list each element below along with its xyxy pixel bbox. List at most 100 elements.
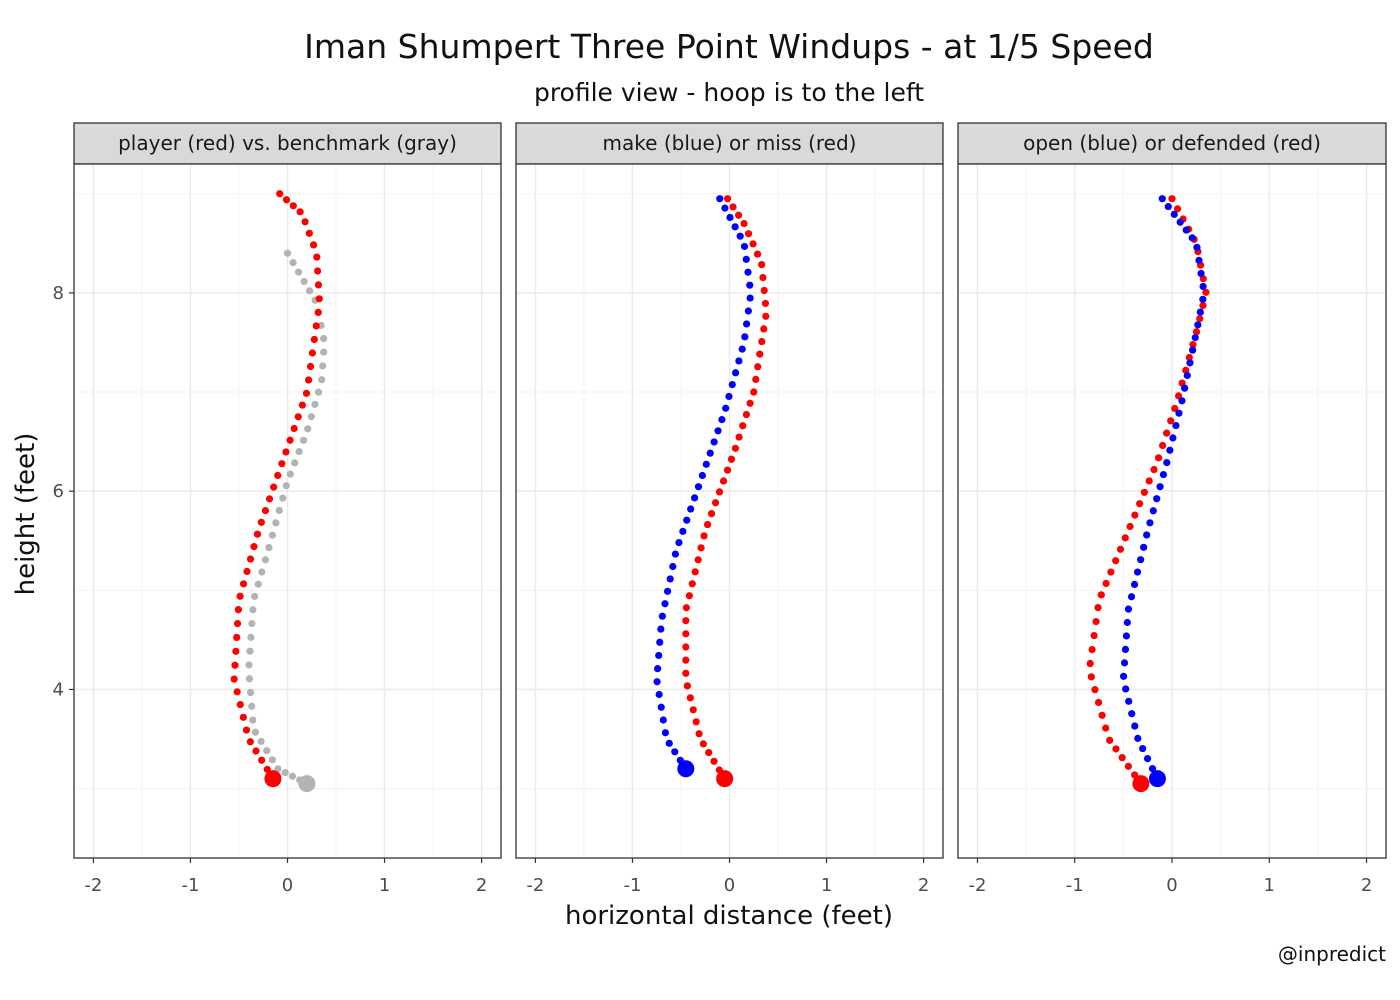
data-point-defended xyxy=(1154,454,1163,462)
data-point-defended xyxy=(1106,736,1114,744)
data-point-open xyxy=(1131,722,1139,730)
data-point-player xyxy=(290,424,298,433)
data-point-player xyxy=(315,295,323,303)
data-point-defended xyxy=(1145,477,1153,485)
data-point-open xyxy=(1156,483,1164,491)
data-point-make xyxy=(666,575,674,583)
data-point-open xyxy=(1122,685,1130,693)
data-point-make xyxy=(661,600,669,608)
data-point-make xyxy=(735,357,743,365)
data-point-benchmark xyxy=(295,447,303,456)
data-point-make xyxy=(683,516,691,524)
data-point-defended xyxy=(1088,645,1096,654)
data-point-benchmark xyxy=(254,580,262,588)
data-point-make xyxy=(698,471,706,480)
data-point-make xyxy=(661,729,669,737)
facet-strip-label: player (red) vs. benchmark (gray) xyxy=(118,131,457,155)
y-tick-label: 6 xyxy=(53,481,64,502)
data-point-defended xyxy=(1102,724,1110,732)
data-point-make xyxy=(738,345,746,353)
data-point-open xyxy=(1169,434,1177,442)
data-point-benchmark xyxy=(291,459,299,467)
data-point-player xyxy=(246,738,254,746)
data-point-defended xyxy=(1168,195,1176,203)
start-point-make xyxy=(677,760,695,778)
facet-panel-3: open (blue) or defended (red) -2 -1 0 1 2 xyxy=(957,122,1387,896)
data-point-open xyxy=(1121,645,1130,654)
data-point-player xyxy=(305,376,313,384)
data-point-make xyxy=(665,739,673,747)
data-point-make xyxy=(722,404,730,412)
data-point-player xyxy=(232,647,240,655)
x-tick-label: 0 xyxy=(1166,875,1177,896)
data-point-make xyxy=(702,460,710,468)
data-point-benchmark xyxy=(272,519,280,527)
data-point-open xyxy=(1197,269,1205,277)
data-point-player xyxy=(261,506,270,515)
data-point-make xyxy=(744,307,752,315)
data-point-player xyxy=(298,401,306,409)
data-point-make xyxy=(744,268,752,276)
data-point-benchmark xyxy=(311,400,319,409)
data-point-make xyxy=(710,438,718,446)
data-point-open xyxy=(1137,556,1145,564)
data-point-make xyxy=(726,213,734,222)
data-point-open xyxy=(1176,218,1184,226)
data-point-player xyxy=(236,700,244,709)
data-point-defended xyxy=(1116,545,1125,553)
caption: @inpredict xyxy=(1278,942,1386,966)
data-point-benchmark xyxy=(249,716,257,724)
data-point-open xyxy=(1124,605,1133,613)
data-point-defended xyxy=(1159,441,1167,450)
data-point-open xyxy=(1134,734,1142,742)
data-point-make xyxy=(658,612,666,620)
data-point-player xyxy=(306,362,315,371)
data-point-miss xyxy=(682,617,690,625)
data-point-open xyxy=(1148,765,1157,773)
data-point-open xyxy=(1166,446,1174,454)
start-point-defended xyxy=(1132,775,1150,793)
data-point-make xyxy=(687,505,695,513)
data-point-player xyxy=(308,349,317,357)
data-point-player xyxy=(233,619,242,628)
data-point-player xyxy=(294,413,302,421)
data-point-player xyxy=(239,580,248,588)
data-point-open xyxy=(1140,543,1148,551)
data-point-miss xyxy=(685,592,693,600)
data-point-miss xyxy=(688,580,696,588)
data-point-benchmark xyxy=(246,647,254,655)
data-point-open xyxy=(1149,507,1157,515)
x-tick-label: -1 xyxy=(623,875,641,896)
data-point-player xyxy=(233,688,241,696)
data-point-open xyxy=(1139,744,1147,753)
data-point-miss xyxy=(752,375,760,383)
data-point-open xyxy=(1195,256,1203,264)
data-point-make xyxy=(657,703,665,711)
data-point-player xyxy=(305,229,313,237)
data-point-player xyxy=(234,606,243,614)
data-point-benchmark xyxy=(249,606,257,614)
data-point-open xyxy=(1178,397,1186,405)
data-point-miss xyxy=(760,325,768,333)
data-point-player xyxy=(282,448,290,456)
facet-panel-2: make (blue) or miss (red) -2 -1 0 1 2 xyxy=(515,122,944,896)
data-point-benchmark xyxy=(265,543,273,552)
data-point-miss xyxy=(682,656,690,664)
data-point-open xyxy=(1186,359,1194,367)
data-point-player xyxy=(236,592,244,600)
x-tick-label: 0 xyxy=(282,875,293,896)
data-point-open xyxy=(1172,421,1180,430)
facet-strip xyxy=(957,122,1387,165)
data-point-defended xyxy=(1167,417,1175,425)
data-point-player xyxy=(310,335,318,344)
data-point-player xyxy=(243,567,251,576)
data-point-player xyxy=(282,196,291,204)
x-tick-label: -1 xyxy=(181,875,199,896)
data-point-benchmark xyxy=(314,388,323,396)
data-point-defended xyxy=(1173,205,1182,213)
data-point-open xyxy=(1170,210,1178,218)
data-point-open xyxy=(1199,295,1207,303)
data-point-open xyxy=(1123,618,1131,627)
data-point-miss xyxy=(710,757,718,765)
